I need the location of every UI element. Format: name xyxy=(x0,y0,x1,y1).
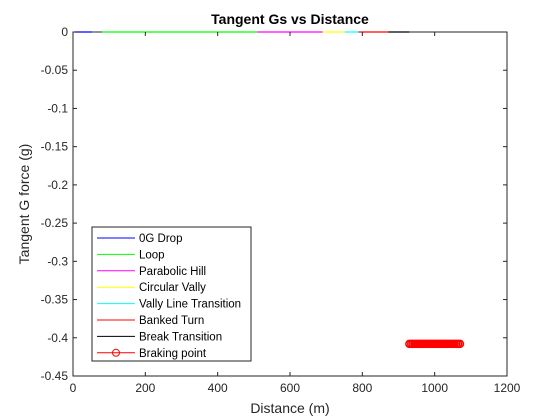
y-tick-label: 0 xyxy=(61,25,68,39)
y-tick-label: -0.4 xyxy=(47,331,68,345)
legend-entry-label: 0G Drop xyxy=(139,233,182,245)
y-tick-label: -0.2 xyxy=(47,178,68,192)
legend-entry-label: Vally Line Transition xyxy=(139,299,241,311)
x-tick-label: 0 xyxy=(70,381,77,395)
x-tick-label: 800 xyxy=(352,381,372,395)
chart-title: Tangent Gs vs Distance xyxy=(211,11,369,27)
x-axis-label: Distance (m) xyxy=(250,400,329,416)
x-tick-label: 1000 xyxy=(421,381,448,395)
legend-entry-label: Parabolic Hill xyxy=(139,266,206,278)
y-axis: 0 -0.05 -0.1 -0.15 -0.2 -0.25 -0.3 -0.35 -0.4 -0.… xyxy=(41,25,507,383)
legend-entry-label: Braking point xyxy=(139,348,207,360)
legend: 0G Drop Loop Parabolic Hill Circular Vally V… xyxy=(91,226,252,362)
legend-box xyxy=(91,226,252,362)
x-tick-label: 200 xyxy=(135,381,155,395)
legend-entry-label: Banked Turn xyxy=(139,315,204,327)
braking-point-marker xyxy=(455,339,465,349)
x-tick-label: 1200 xyxy=(494,381,521,395)
y-tick-label: -0.45 xyxy=(41,369,69,383)
y-tick-label: -0.3 xyxy=(47,254,68,268)
y-tick-label: -0.1 xyxy=(47,101,68,115)
x-tick-label: 600 xyxy=(280,381,300,395)
legend-entry-label: Loop xyxy=(139,249,165,261)
y-tick-label: -0.35 xyxy=(41,293,69,307)
x-tick-label: 400 xyxy=(208,381,228,395)
legend-entry-label: Break Transition xyxy=(139,331,222,343)
series-layer xyxy=(74,31,465,349)
legend-marker xyxy=(112,348,120,357)
y-tick-label: -0.05 xyxy=(41,63,69,77)
y-tick-label: -0.15 xyxy=(41,140,69,154)
y-tick-label: -0.25 xyxy=(41,216,69,230)
y-axis-label: Tangent G force (g) xyxy=(16,144,32,265)
legend-entry-label: Circular Vally xyxy=(139,282,206,294)
x-axis: 0 200 400 600 800 1000 1200 xyxy=(70,32,521,395)
